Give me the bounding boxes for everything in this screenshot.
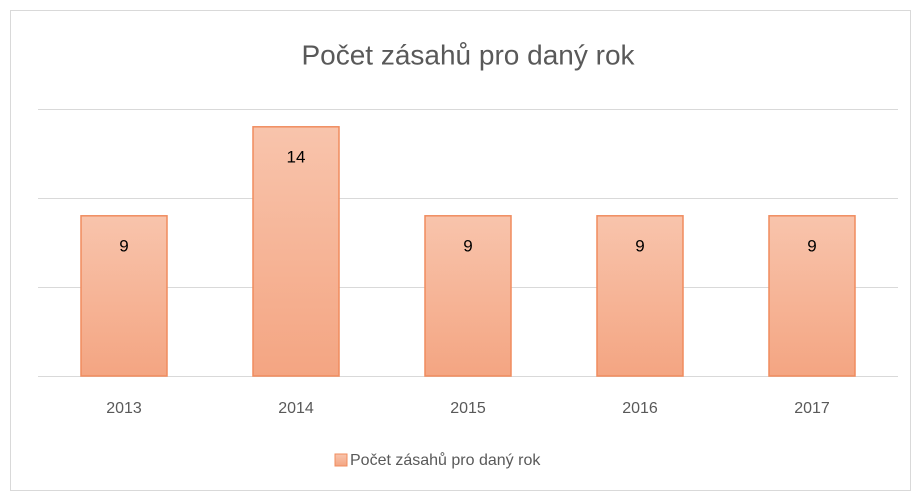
- bar: [252, 126, 340, 377]
- chart-title: Počet zásahů pro daný rok: [301, 39, 635, 70]
- legend-swatch: [334, 453, 348, 467]
- bar: [596, 215, 684, 377]
- data-label: 9: [807, 236, 816, 255]
- data-label: 9: [463, 236, 472, 255]
- data-label: 9: [635, 236, 644, 255]
- data-label: 9: [119, 236, 128, 255]
- x-tick-label: 2015: [450, 400, 486, 417]
- data-label: 14: [287, 147, 306, 166]
- bar: [768, 215, 856, 377]
- x-tick-label: 2017: [794, 400, 830, 417]
- x-tick-label: 2016: [622, 400, 658, 417]
- bar: [424, 215, 512, 377]
- x-tick-label: 2013: [106, 400, 142, 417]
- x-tick-label: 2014: [278, 400, 314, 417]
- bar: [80, 215, 168, 377]
- legend-label: Počet zásahů pro daný rok: [350, 451, 541, 469]
